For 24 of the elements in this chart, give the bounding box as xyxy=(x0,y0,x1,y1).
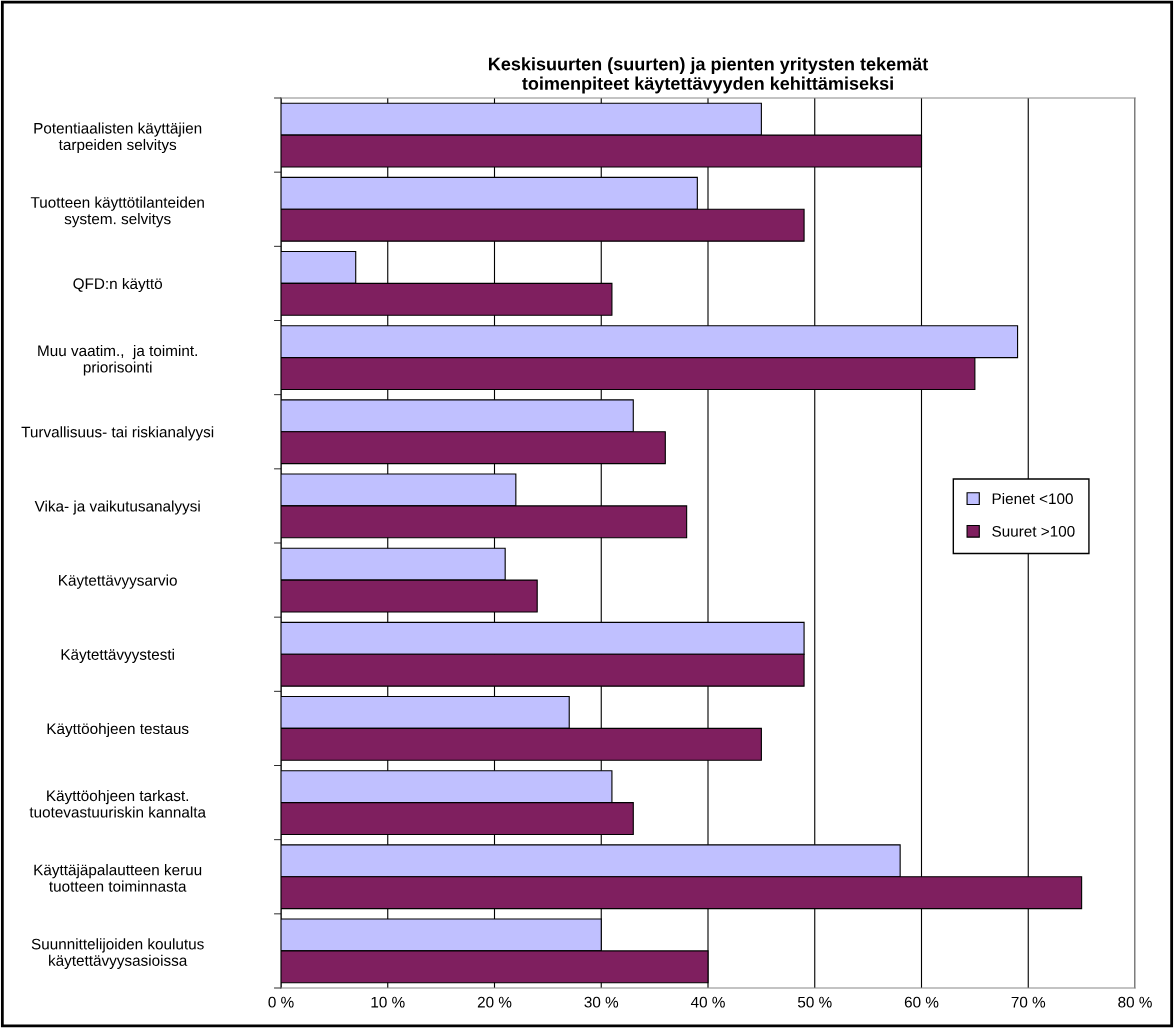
y-tick-label: Muu vaatim., ja toimint. priorisointi xyxy=(38,344,197,376)
legend-label: Pienet <100 xyxy=(992,492,1073,505)
y-tick-label: Käytettävyystesti xyxy=(61,648,174,663)
x-tick-label: 20 % xyxy=(477,996,512,1008)
x-tick-label: 10 % xyxy=(371,996,405,1008)
x-tick-label: 40 % xyxy=(690,996,725,1008)
y-tick-label: Turvallisuus- tai riskianalyysi xyxy=(21,426,214,441)
x-tick-label: 0 % xyxy=(268,996,294,1008)
x-tick-label: 70 % xyxy=(1011,996,1046,1008)
y-tick-label: QFD:n käyttö xyxy=(73,277,163,293)
legend-label: Suuret >100 xyxy=(992,525,1075,537)
x-tick-label: 80 % xyxy=(1118,996,1152,1008)
y-tick-label: Käyttäjäpalautteen keruu tuotteen toiminnasta xyxy=(34,864,202,892)
x-tick-label: 30 % xyxy=(584,996,619,1008)
y-tick-label: Tuotteen käyttötilanteiden system. selvitys xyxy=(30,196,204,228)
x-tick-label: 60 % xyxy=(904,996,939,1008)
y-tick-label: Käytettävyysarvio xyxy=(59,574,177,589)
y-tick-label: Potentiaalisten käyttäjien tarpeiden selvitys xyxy=(34,122,202,154)
y-tick-label: Käyttöohjeen testaus xyxy=(47,722,189,738)
chart-title: Keskisuurten (suurten) ja pienten yritysten tekemät toimenpiteet käytettävyyden kehittämiseksi xyxy=(488,57,929,94)
y-tick-label: Vika- ja vaikutusanalyysi xyxy=(34,500,200,515)
y-tick-label: Käyttöohjeen tarkast. tuotevastuuriskin kannalta xyxy=(29,789,206,818)
y-tick-label: Suunnittelijoiden koulutus käytettävyysasioissa xyxy=(31,938,204,969)
x-tick-label: 50 % xyxy=(797,996,832,1008)
